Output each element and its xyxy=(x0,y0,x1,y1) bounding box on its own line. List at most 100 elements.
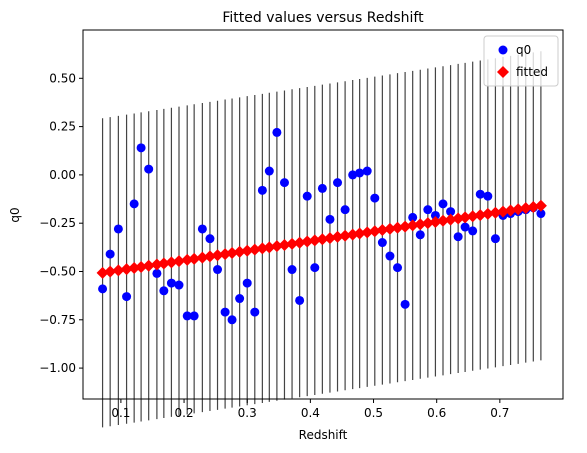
q0-point xyxy=(205,234,215,244)
x-tick-label: 0.2 xyxy=(175,406,194,420)
fitted-point xyxy=(233,245,246,258)
fitted-point xyxy=(278,239,291,252)
fitted-point xyxy=(361,226,374,239)
legend-fitted-label: fitted xyxy=(516,65,548,79)
q0-point xyxy=(250,307,260,317)
fitted-point xyxy=(165,256,178,269)
q0-point xyxy=(159,286,169,296)
q0-point xyxy=(483,191,493,201)
fitted-point xyxy=(142,259,155,272)
q0-point xyxy=(105,249,115,259)
fitted-point xyxy=(406,219,419,232)
q0-point xyxy=(272,127,282,137)
fitted-point xyxy=(421,217,434,230)
legend-q0-marker xyxy=(498,45,508,55)
fitted-point xyxy=(270,240,283,253)
y-tick-label: 0.50 xyxy=(49,71,76,85)
fitted-point xyxy=(173,255,185,268)
q0-point xyxy=(490,234,500,244)
fitted-point xyxy=(437,214,449,227)
q0-point xyxy=(362,166,372,176)
fitted-point xyxy=(466,210,479,223)
fitted-point xyxy=(226,247,239,260)
fitted-point xyxy=(353,227,366,240)
fitted-point xyxy=(391,221,404,234)
q0-point xyxy=(264,166,274,176)
q0-point xyxy=(287,265,297,275)
fitted-point xyxy=(293,236,306,249)
q0-point xyxy=(295,295,305,305)
fitted-point xyxy=(481,207,494,220)
fitted-point xyxy=(429,215,442,228)
fitted-point xyxy=(316,233,329,246)
axes-frame xyxy=(82,29,564,400)
fitted-point xyxy=(301,235,314,248)
fitted-point xyxy=(414,218,427,231)
fitted-point xyxy=(157,257,170,270)
y-tick-label: −0.50 xyxy=(39,264,76,278)
fitted-point xyxy=(444,213,457,226)
fitted-point xyxy=(504,204,517,217)
q0-point xyxy=(189,311,199,321)
fitted-point xyxy=(308,234,321,247)
q0-point xyxy=(393,263,403,273)
q0-point xyxy=(182,311,192,321)
q0-point xyxy=(197,224,207,234)
chart-title: Fitted values versus Redshift xyxy=(222,10,424,26)
x-tick-label: 0.1 xyxy=(111,406,130,420)
fitted-point xyxy=(181,253,194,266)
fitted-point xyxy=(376,224,389,237)
q0-point xyxy=(460,222,470,232)
q0-point xyxy=(370,193,380,203)
q0-point xyxy=(446,207,456,217)
q0-point xyxy=(400,299,410,309)
fitted-point xyxy=(248,243,261,256)
q0-point xyxy=(136,143,146,153)
y-tick-label: −0.75 xyxy=(39,313,76,327)
fitted-point xyxy=(241,244,254,257)
q0-point xyxy=(415,230,425,240)
q0-point xyxy=(355,168,365,178)
q0-point xyxy=(166,278,176,288)
fitted-point xyxy=(399,220,412,233)
x-tick-label: 0.3 xyxy=(238,406,257,420)
x-tick-label: 0.6 xyxy=(427,406,446,420)
x-tick-label: 0.4 xyxy=(301,406,320,420)
fitted-point xyxy=(96,266,109,279)
x-axis-label: Redshift xyxy=(299,428,348,442)
q0-point xyxy=(468,226,478,236)
fitted-point xyxy=(188,252,201,265)
q0-point xyxy=(340,205,350,215)
q0-point xyxy=(174,280,184,290)
q0-point xyxy=(438,199,448,209)
q0-point xyxy=(408,212,418,222)
fitted-point xyxy=(104,265,117,278)
fitted-point xyxy=(196,251,209,264)
fitted-point xyxy=(527,200,540,213)
q0-point xyxy=(333,178,343,188)
q0-point xyxy=(310,263,320,273)
q0-point xyxy=(144,164,154,174)
q0-point xyxy=(536,209,546,219)
fitted-point xyxy=(323,232,336,245)
fitted-point xyxy=(368,225,381,238)
fitted-point xyxy=(512,203,525,216)
q0-point xyxy=(257,185,267,195)
q0-point xyxy=(242,278,252,288)
fitted-point xyxy=(339,229,352,242)
q0-point xyxy=(220,307,230,317)
q0-point xyxy=(317,183,327,193)
fitted-point xyxy=(211,249,224,262)
q0-point xyxy=(475,189,485,199)
q0-point xyxy=(122,292,132,302)
fitted-point xyxy=(459,211,472,224)
y-tick-label: 0.00 xyxy=(49,168,76,182)
fitted-point xyxy=(112,264,125,277)
fitted-point xyxy=(203,250,216,263)
q0-point xyxy=(423,205,433,215)
y-tick-label: −0.25 xyxy=(39,216,76,230)
fitted-point xyxy=(534,199,547,212)
fitted-point xyxy=(519,202,532,215)
x-tick-label: 0.5 xyxy=(364,406,383,420)
y-tick-label: 0.25 xyxy=(49,120,76,134)
